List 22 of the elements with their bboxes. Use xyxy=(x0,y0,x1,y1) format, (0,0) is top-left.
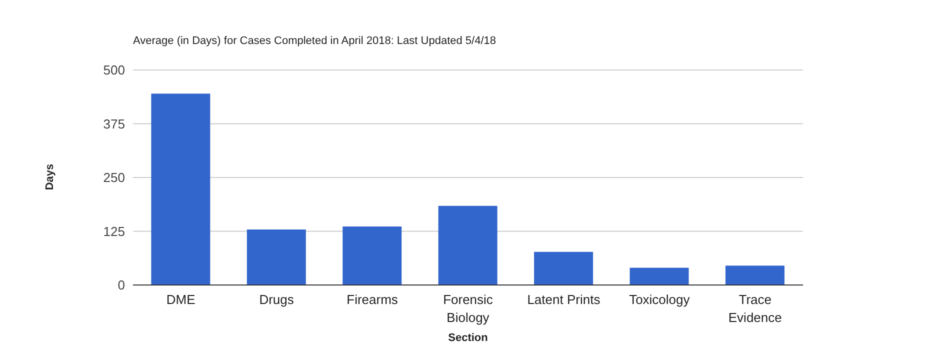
bar xyxy=(630,268,689,285)
x-tick-label: Forensic Biology xyxy=(443,292,494,326)
x-tick-label: Drugs xyxy=(259,292,294,308)
bar xyxy=(342,226,402,285)
x-tick-label: Latent Prints xyxy=(527,292,601,308)
bar xyxy=(438,206,498,285)
y-axis-title: Days xyxy=(44,164,56,190)
x-axis-title: Section xyxy=(448,332,488,344)
x-tick-label: Firearms xyxy=(346,292,398,308)
y-tick-label: 250 xyxy=(103,170,125,186)
y-tick-label: 500 xyxy=(103,62,125,78)
y-tick-label: 0 xyxy=(118,278,125,293)
x-tick-label: DME xyxy=(166,292,196,308)
x-tick-label: Trace Evidence xyxy=(728,292,782,326)
bar xyxy=(534,252,594,285)
y-tick-label: 125 xyxy=(103,224,125,239)
y-tick-label: 375 xyxy=(103,116,125,132)
bar xyxy=(151,94,210,285)
bar xyxy=(725,266,784,285)
chart-title: Average (in Days) for Cases Completed in April 2018: Last Updated 5/4/18 xyxy=(133,35,496,47)
bar xyxy=(246,230,306,285)
x-tick-label: Toxicology xyxy=(629,292,690,308)
